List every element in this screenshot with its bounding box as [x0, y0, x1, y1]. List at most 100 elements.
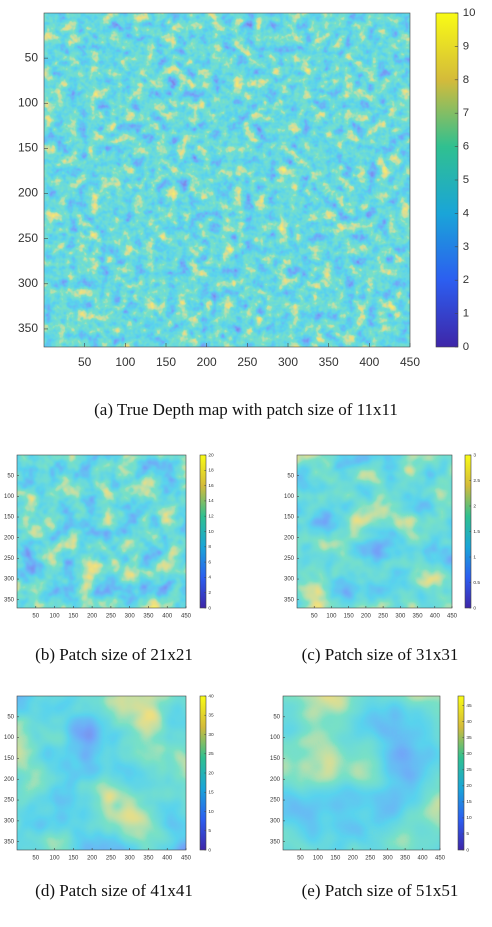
colorbar-tick-label: 5	[466, 831, 469, 837]
axes-frame	[16, 454, 187, 609]
x-tick-label: 250	[365, 855, 376, 861]
x-tick-label: 150	[156, 355, 176, 369]
y-tick-label: 250	[4, 798, 15, 804]
x-tick-label: 350	[400, 855, 411, 861]
x-tick-label: 300	[395, 613, 406, 619]
colorbar-tick-label: 10	[466, 815, 472, 821]
x-tick-label: 450	[181, 613, 192, 619]
colorbar-tick-label: 6	[208, 559, 211, 565]
colorbar-tick-label: 0.5	[473, 580, 480, 586]
y-tick-label: 200	[284, 535, 295, 541]
y-tick-label: 250	[4, 556, 15, 562]
y-tick-label: 200	[270, 777, 281, 783]
y-tick-label: 300	[4, 577, 15, 583]
axes-frame	[16, 695, 187, 851]
y-tick-label: 50	[25, 50, 39, 64]
colorbar-tick-label: 15	[208, 790, 214, 796]
colorbar-tick-label: 40	[466, 719, 472, 725]
y-tick-label: 100	[4, 735, 15, 741]
depth-map	[297, 455, 452, 608]
y-tick-label: 300	[18, 276, 38, 290]
caption: (c) Patch size of 31x31	[302, 645, 459, 664]
colorbar-tick-label: 0	[208, 847, 211, 853]
y-tick-label: 150	[18, 141, 38, 155]
colorbar-tick-label: 45	[466, 703, 472, 709]
y-tick-label: 250	[18, 231, 38, 245]
x-tick-label: 450	[181, 855, 192, 861]
colorbar-tick-label: 4	[208, 575, 211, 581]
colorbar-tick-label: 16	[208, 483, 214, 489]
x-tick-label: 50	[311, 613, 318, 619]
colorbar-tick-label: 6	[463, 141, 469, 153]
x-tick-label: 100	[50, 855, 61, 861]
x-tick-label: 150	[330, 855, 341, 861]
colorbar-tick-label: 0	[463, 341, 469, 353]
y-tick-label: 350	[284, 597, 295, 603]
y-tick-label: 250	[284, 556, 295, 562]
x-tick-label: 50	[78, 355, 92, 369]
colorbar-tick-label: 7	[463, 107, 469, 119]
colorbar-tick-label: 10	[208, 809, 214, 815]
x-tick-label: 400	[359, 355, 379, 369]
x-tick-label: 50	[32, 855, 39, 861]
y-tick-label: 200	[4, 777, 15, 783]
colorbar-tick-label: 2.5	[473, 478, 480, 484]
x-tick-label: 450	[447, 613, 458, 619]
x-tick-label: 200	[87, 613, 98, 619]
colorbar-tick-label: 2	[473, 503, 476, 509]
colorbar-tick-label: 5	[208, 828, 211, 834]
x-tick-label: 200	[348, 855, 359, 861]
colorbar-tick-label: 35	[466, 735, 472, 741]
colorbar-tick-label: 1	[473, 554, 476, 560]
y-tick-label: 300	[4, 818, 15, 824]
y-tick-label: 100	[270, 735, 281, 741]
x-tick-label: 100	[50, 613, 61, 619]
colorbar-tick-label: 2	[208, 590, 211, 596]
y-tick-label: 350	[18, 321, 38, 335]
caption: (d) Patch size of 41x41	[35, 881, 193, 900]
colorbar-tick-label: 30	[208, 732, 214, 738]
colorbar-tick-label: 30	[466, 751, 472, 757]
colorbar-tick-label: 25	[208, 751, 214, 757]
colorbar-tick-label: 0	[208, 605, 211, 611]
x-tick-label: 400	[418, 855, 429, 861]
y-tick-label: 300	[284, 577, 295, 583]
y-tick-label: 150	[270, 756, 281, 762]
colorbar-tick-label: 8	[208, 544, 211, 550]
colorbar-tick-label: 0	[473, 605, 476, 611]
x-tick-label: 100	[313, 855, 324, 861]
x-tick-label: 250	[237, 355, 257, 369]
colorbar-tick-label: 8	[463, 74, 469, 86]
x-tick-label: 100	[326, 613, 337, 619]
colorbar-tick-label: 20	[466, 783, 472, 789]
x-tick-label: 250	[106, 855, 117, 861]
colorbar-tick-label: 18	[208, 468, 214, 474]
depth-map	[17, 455, 186, 608]
y-tick-label: 200	[18, 186, 38, 200]
y-tick-label: 50	[273, 714, 280, 720]
colorbar-tick-label: 5	[463, 174, 469, 186]
y-tick-label: 300	[270, 818, 281, 824]
y-tick-label: 150	[4, 515, 15, 521]
y-tick-label: 350	[270, 839, 281, 845]
x-tick-label: 400	[430, 613, 441, 619]
x-tick-label: 150	[68, 855, 79, 861]
y-tick-label: 150	[284, 515, 295, 521]
colorbar-tick-label: 20	[208, 770, 214, 776]
x-tick-label: 200	[87, 855, 98, 861]
colorbar-tick-label: 20	[208, 452, 214, 458]
y-tick-label: 50	[287, 473, 294, 479]
x-tick-label: 250	[106, 613, 117, 619]
colorbar	[435, 12, 459, 348]
x-tick-label: 350	[319, 355, 339, 369]
colorbar-tick-label: 35	[208, 713, 214, 719]
x-tick-label: 300	[383, 855, 394, 861]
colorbar-tick-label: 10	[463, 7, 476, 19]
depth-map	[17, 696, 186, 850]
y-tick-label: 200	[4, 535, 15, 541]
y-tick-label: 250	[270, 798, 281, 804]
colorbar-tick-label: 14	[208, 498, 214, 504]
x-tick-label: 200	[197, 355, 217, 369]
x-tick-label: 150	[344, 613, 355, 619]
